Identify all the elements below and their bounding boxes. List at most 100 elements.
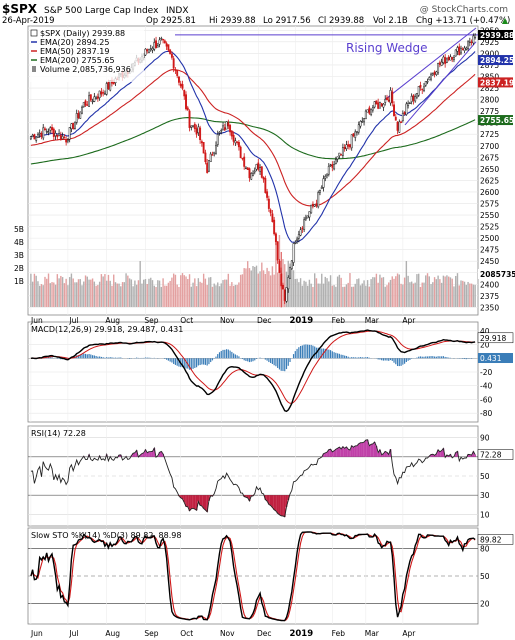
volume-bar [174,274,177,307]
rsi-oversold-fill [192,495,194,509]
candle-body [350,134,353,149]
macd-histogram-bar [164,358,166,359]
candle-body [382,103,385,108]
volume-bar [197,278,200,307]
volume-tick-label: 4B [14,238,24,247]
volume-bar [375,273,378,307]
volume-bar [428,276,430,307]
candle-body [29,136,32,140]
volume-bar [455,275,457,307]
rsi-oversold-fill [190,495,193,509]
volume-bar [338,274,341,307]
volume-bar [104,274,106,307]
rsi-overbought-fill [336,448,339,457]
rsi-overbought-fill [363,441,365,457]
volume-bar [183,275,185,307]
macd-histogram-bar [271,358,273,364]
volume-bar [467,281,469,307]
rsi-overbought-fill [334,449,337,457]
volume-bar [321,273,323,307]
volume-bar [77,279,80,307]
histogram-tag-bg [478,353,513,364]
macd-histogram-bar [99,356,101,359]
volume-bar [95,285,97,307]
candle-body [93,96,96,102]
volume-bar [284,264,286,307]
volume-bar [33,273,36,307]
macd-histogram-bar [402,358,404,365]
volume-bar [194,278,196,307]
volume-bar [442,275,445,307]
volume-bar [257,273,259,307]
volume-bar [268,271,270,307]
macd-histogram-bar [289,358,291,363]
stochastic-k-line [30,531,476,622]
candle-body [306,215,309,219]
volume-bar [319,283,321,307]
volume-bar [449,277,452,307]
volume-bar [217,282,219,307]
volume-bar [342,286,344,307]
rsi-overbought-fill [356,445,358,457]
rsi-overbought-fill [430,454,432,457]
rsi-overbought-fill [377,452,380,457]
volume-bar [345,284,348,307]
macd-histogram-bar [120,357,122,359]
macd-histogram-bar [337,353,339,359]
candle-body [172,58,175,69]
volume-bar [132,286,134,307]
rsi-overbought-fill [349,449,351,457]
rsi-oversold-fill [179,495,182,498]
candle-body [259,167,262,172]
candle-body [364,110,367,120]
rsi-oversold-fill [199,495,202,506]
stochastic-label: Slow STO %K(14) %D(3) 89.82, 88.98 [31,531,181,540]
ema-lines [30,50,476,243]
volume-bar [90,279,92,307]
macd-histogram-bar [296,348,298,359]
volume-bar [402,284,404,307]
macd-histogram-bar [326,349,328,359]
candle-body [315,203,318,206]
volume-bar [88,279,90,307]
macd-histogram-bar [365,357,367,359]
macd-histogram-bar [299,345,302,359]
rsi-overbought-fill [345,446,348,457]
candle-body [239,146,242,159]
volume-bar [190,286,193,307]
volume-bar [83,281,85,307]
candle-body [370,109,373,115]
macd-histogram-bar [359,357,362,359]
candle-body [423,86,425,91]
ema50-legend: EMA(50) 2837.19 [40,47,109,56]
candle-body [44,128,46,131]
volume-bar [160,286,163,307]
stochastic-tags: 89.82 [477,534,514,545]
candle-body [391,91,394,104]
stochastic-tick-label: 20 [480,600,490,609]
macd-histogram-bar [448,357,450,359]
volume-bar [388,282,390,307]
volume-bar [262,270,265,307]
macd-histogram-bar [329,350,332,359]
macd-histogram-bar [405,358,407,363]
rsi-overbought-fill [146,452,149,457]
x-tick-label-top: Oct [180,316,193,325]
candle-body [248,168,251,179]
candle-body [178,76,180,83]
macd-histogram-bar [264,358,266,360]
rsi-overbought-fill [141,453,143,457]
candle-body [474,34,477,38]
macd-histogram-bar [465,358,467,360]
macd-histogram-bar [303,344,305,359]
price-legend-swatch [30,29,38,37]
rsi-overbought-fill [135,450,138,457]
macd-histogram-bar [129,358,131,359]
candle-body [65,139,68,143]
candle-body [84,100,87,106]
candle-body [303,219,306,230]
macd-panel: 40200-20-40-60-80 MACD(12,26,9) 29.918, … [27,321,514,423]
candle-body [412,95,415,101]
volume-bar [252,266,254,307]
volume-bar [171,277,173,307]
